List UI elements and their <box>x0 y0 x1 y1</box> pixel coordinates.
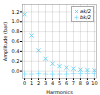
svg-text:1.0: 1.0 <box>12 18 20 24</box>
svg-text:5: 5 <box>58 80 61 86</box>
svg-text:0.4: 0.4 <box>12 48 20 54</box>
svg-text:1.2: 1.2 <box>12 9 20 15</box>
svg-text:9: 9 <box>86 80 89 86</box>
svg-text:2: 2 <box>37 80 40 86</box>
svg-text:0: 0 <box>23 80 26 86</box>
svg-text:3: 3 <box>44 80 47 86</box>
svg-text:10: 10 <box>91 80 97 86</box>
svg-text:Amplitude (bar): Amplitude (bar) <box>2 22 9 61</box>
svg-text:0.6: 0.6 <box>12 38 20 44</box>
svg-text:7: 7 <box>72 80 75 86</box>
svg-text:0.2: 0.2 <box>12 58 20 64</box>
svg-text:0.0: 0.0 <box>12 68 20 74</box>
svg-text:0.8: 0.8 <box>12 28 20 34</box>
html-text:ak/2: ak/2 <box>80 8 91 14</box>
svg-text:Harmonics: Harmonics <box>46 89 73 95</box>
svg-text:4: 4 <box>51 80 54 86</box>
svg-text:1: 1 <box>30 80 33 86</box>
svg-text:6: 6 <box>65 80 68 86</box>
html-text:bk/2: bk/2 <box>80 14 91 20</box>
svg-text:8: 8 <box>79 80 82 86</box>
